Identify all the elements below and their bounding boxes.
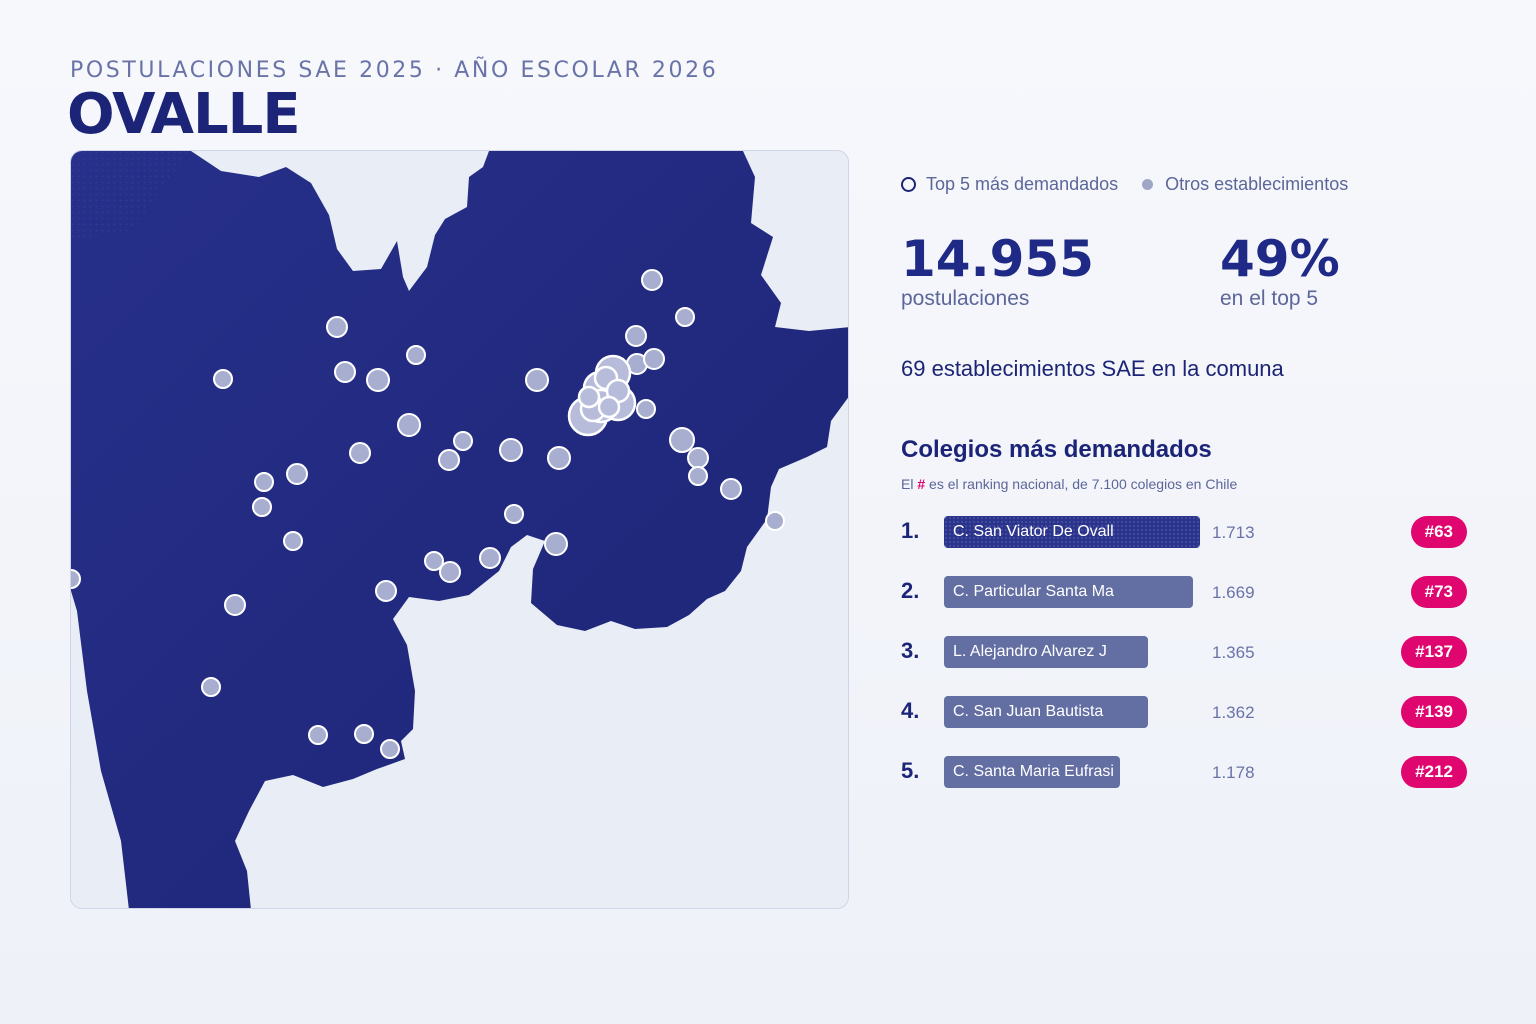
- school-marker[interactable]: [366, 368, 390, 392]
- school-marker[interactable]: [283, 531, 303, 551]
- school-name: C. Santa Maria Eufrasi: [953, 763, 1114, 780]
- school-name: C. Particular Santa Ma: [953, 583, 1114, 600]
- top5-cluster[interactable]: [567, 354, 637, 437]
- rank-bar: [944, 576, 1193, 608]
- school-marker[interactable]: [326, 316, 348, 338]
- school-marker[interactable]: [669, 427, 695, 453]
- school-marker[interactable]: [688, 466, 708, 486]
- kpi-value: 14.955: [901, 230, 1094, 288]
- applications-count: 1.365: [1212, 643, 1255, 662]
- school-marker[interactable]: [453, 431, 473, 451]
- school-marker[interactable]: [406, 345, 426, 365]
- rank-bar: [944, 636, 1148, 668]
- ranking-row[interactable]: 5. C. Santa Maria Eufrasi 1.178 #212: [901, 756, 1467, 790]
- school-marker[interactable]: [380, 739, 400, 759]
- applications-count: 1.178: [1212, 763, 1255, 782]
- kpi-top5-share: 49% en el top 5: [1220, 232, 1340, 311]
- rank-position: 3.: [901, 638, 920, 663]
- ranking-note: El # es el ranking nacional, de 7.100 co…: [901, 476, 1237, 492]
- school-marker[interactable]: [201, 677, 221, 697]
- school-marker[interactable]: [643, 348, 665, 370]
- school-marker[interactable]: [765, 511, 785, 531]
- school-marker[interactable]: [525, 368, 549, 392]
- school-marker[interactable]: [308, 725, 328, 745]
- school-marker[interactable]: [213, 369, 233, 389]
- commune-map: [71, 151, 848, 908]
- school-marker[interactable]: [687, 447, 709, 469]
- kpi-label: postulaciones: [901, 287, 1030, 310]
- kpi-value: 49%: [1220, 230, 1340, 288]
- school-name: C. San Viator De Ovall: [953, 523, 1114, 540]
- national-rank-badge: #73: [1410, 576, 1467, 608]
- legend-others-label: Otros establecimientos: [1165, 174, 1349, 194]
- school-marker[interactable]: [597, 395, 621, 419]
- school-marker[interactable]: [438, 449, 460, 471]
- national-rank-badge: #63: [1410, 516, 1467, 548]
- national-rank-badge: #212: [1401, 756, 1467, 788]
- school-marker[interactable]: [424, 551, 444, 571]
- ranking-row[interactable]: 2. C. Particular Santa Ma 1.669 #73: [901, 576, 1467, 610]
- school-marker[interactable]: [439, 561, 461, 583]
- applications-count: 1.669: [1212, 583, 1255, 602]
- school-marker[interactable]: [334, 361, 356, 383]
- school-marker[interactable]: [71, 569, 81, 589]
- school-marker[interactable]: [720, 478, 742, 500]
- school-name: C. San Juan Bautista: [953, 703, 1104, 720]
- ranking-note-hash: #: [917, 476, 926, 492]
- school-marker[interactable]: [349, 442, 371, 464]
- page-supertitle: POSTULACIONES SAE 2025 · AÑO ESCOLAR 202…: [70, 58, 719, 83]
- commune-boundary: [71, 151, 848, 908]
- national-rank-badge: #137: [1401, 636, 1467, 668]
- rank-bar: [944, 696, 1148, 728]
- schools-summary: 69 establecimientos SAE en la comuna: [901, 356, 1284, 381]
- ranking-row[interactable]: 3. L. Alejandro Alvarez J 1.365 #137: [901, 636, 1467, 670]
- school-marker[interactable]: [636, 399, 656, 419]
- school-marker[interactable]: [286, 463, 308, 485]
- school-marker[interactable]: [641, 269, 663, 291]
- school-marker[interactable]: [577, 385, 601, 409]
- school-marker[interactable]: [675, 307, 695, 327]
- school-marker[interactable]: [547, 446, 571, 470]
- kpi-label: en el top 5: [1220, 287, 1319, 310]
- school-marker[interactable]: [625, 325, 647, 347]
- ranking-row[interactable]: 4. C. San Juan Bautista 1.362 #139: [901, 696, 1467, 730]
- legend-top5-label: Top 5 más demandados: [926, 174, 1119, 194]
- rank-position: 5.: [901, 758, 920, 783]
- school-name: L. Alejandro Alvarez J: [953, 643, 1107, 660]
- rank-bar: [944, 516, 1200, 548]
- ranking-note-prefix: El: [901, 476, 914, 492]
- map-panel[interactable]: [70, 150, 849, 909]
- school-markers: [71, 269, 785, 759]
- applications-count: 1.713: [1212, 523, 1255, 542]
- map-legend: Top 5 más demandados Otros establecimien…: [901, 174, 1348, 195]
- top5-ring-icon: [901, 177, 916, 192]
- ranking-title: Colegios más demandados: [901, 436, 1212, 463]
- page-title: OVALLE: [67, 82, 301, 147]
- school-marker[interactable]: [544, 532, 568, 556]
- rank-position: 4.: [901, 698, 920, 723]
- school-marker[interactable]: [479, 547, 501, 569]
- rank-position: 2.: [901, 578, 920, 603]
- rank-bar: [944, 756, 1120, 788]
- national-rank-badge: #139: [1401, 696, 1467, 728]
- school-marker[interactable]: [375, 580, 397, 602]
- school-marker[interactable]: [224, 594, 246, 616]
- school-marker[interactable]: [397, 413, 421, 437]
- school-marker[interactable]: [254, 472, 274, 492]
- ranking-row[interactable]: 1. C. San Viator De Ovall 1.713 #63: [901, 516, 1467, 550]
- other-dot-icon: [1142, 179, 1154, 190]
- school-marker[interactable]: [499, 438, 523, 462]
- kpi-applications: 14.955 postulaciones: [901, 232, 1094, 311]
- school-marker[interactable]: [252, 497, 272, 517]
- ranking-note-suffix: es el ranking nacional, de 7.100 colegio…: [929, 476, 1238, 492]
- applications-count: 1.362: [1212, 703, 1255, 722]
- school-marker[interactable]: [504, 504, 524, 524]
- school-marker[interactable]: [354, 724, 374, 744]
- rank-position: 1.: [901, 518, 920, 543]
